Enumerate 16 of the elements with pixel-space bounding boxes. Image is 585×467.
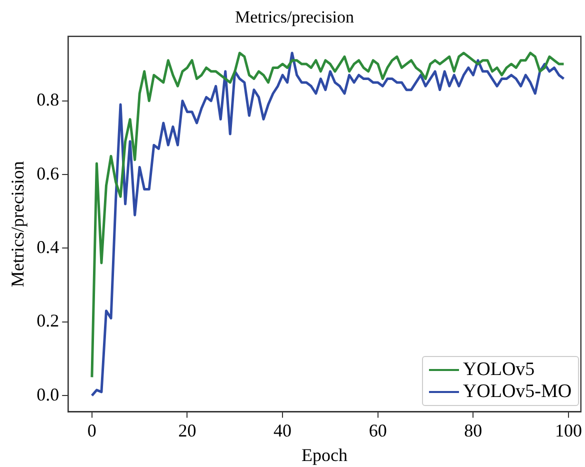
x-tick-label: 60 xyxy=(368,420,387,440)
y-tick-label: 0.4 xyxy=(36,236,60,257)
x-axis-title: Epoch xyxy=(302,444,348,465)
legend-label: YOLOv5-MO xyxy=(462,380,572,403)
chart-title: Metrics/precision xyxy=(235,8,354,27)
y-tick-label: 0.8 xyxy=(36,90,60,110)
y-tick-label: 0.0 xyxy=(36,384,60,404)
x-tick-label: 80 xyxy=(464,420,482,440)
x-tick-label: 0 xyxy=(87,420,96,440)
legend-label: YOLOv5 xyxy=(462,358,535,381)
y-tick-label: 0.6 xyxy=(36,163,60,184)
y-axis-title: Metrics/precision xyxy=(8,161,28,288)
x-tick-label: 40 xyxy=(274,420,292,440)
x-tick-label: 100 xyxy=(555,420,582,440)
y-tick-label: 0.2 xyxy=(36,310,60,331)
x-tick-label: 20 xyxy=(178,420,196,440)
